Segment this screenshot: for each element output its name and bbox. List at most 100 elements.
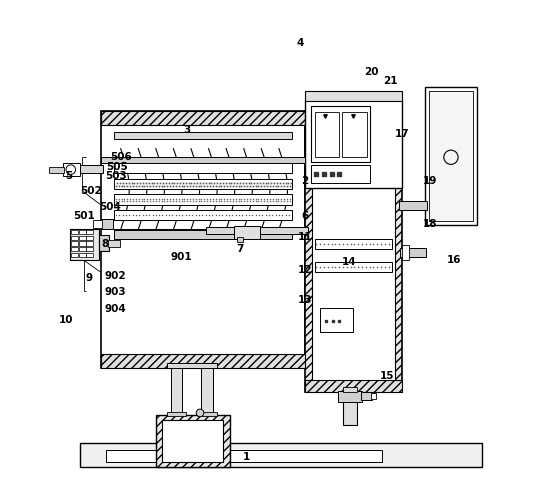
Bar: [167, 362, 216, 368]
Text: 16: 16: [447, 255, 462, 265]
Bar: [114, 132, 292, 139]
Bar: [100, 157, 305, 163]
Bar: [201, 367, 213, 415]
Bar: [315, 262, 392, 272]
Bar: [49, 167, 64, 174]
Bar: [402, 245, 409, 261]
Bar: [114, 229, 292, 237]
Bar: [114, 179, 292, 189]
Text: 501: 501: [73, 211, 95, 221]
Bar: [398, 201, 427, 210]
Text: 1: 1: [243, 452, 250, 462]
Bar: [71, 230, 78, 234]
Bar: [312, 118, 395, 385]
Text: 12: 12: [298, 265, 312, 275]
Text: 903: 903: [104, 287, 126, 297]
Bar: [343, 387, 357, 392]
Bar: [305, 111, 402, 392]
Bar: [100, 111, 305, 368]
Text: 6: 6: [301, 211, 309, 221]
Bar: [71, 236, 78, 240]
Bar: [87, 241, 93, 246]
Bar: [311, 106, 370, 162]
Bar: [234, 226, 260, 239]
Bar: [163, 420, 223, 462]
Text: 7: 7: [236, 244, 243, 254]
Text: 13: 13: [298, 295, 312, 305]
Text: 904: 904: [104, 304, 126, 315]
Bar: [311, 165, 370, 183]
Bar: [339, 391, 362, 402]
Text: 2: 2: [301, 176, 309, 186]
Bar: [79, 236, 85, 240]
Bar: [79, 230, 85, 234]
Bar: [99, 235, 109, 251]
Text: 17: 17: [395, 129, 410, 139]
Bar: [361, 392, 372, 400]
Text: 3: 3: [184, 125, 191, 135]
Bar: [237, 237, 243, 242]
Bar: [71, 253, 78, 257]
Bar: [206, 227, 309, 234]
Bar: [400, 248, 426, 257]
Bar: [114, 209, 292, 220]
Text: 21: 21: [384, 76, 398, 86]
Bar: [343, 391, 357, 425]
Text: 11: 11: [298, 232, 312, 241]
Bar: [167, 412, 186, 416]
Text: 505: 505: [107, 162, 128, 172]
Text: 10: 10: [59, 315, 73, 325]
Text: 18: 18: [422, 219, 437, 229]
Bar: [71, 247, 78, 251]
Bar: [79, 253, 85, 257]
Bar: [305, 91, 402, 101]
Bar: [79, 247, 85, 251]
Bar: [315, 239, 392, 250]
Text: 9: 9: [85, 273, 92, 283]
Text: 19: 19: [422, 176, 437, 186]
Bar: [114, 230, 292, 239]
Bar: [80, 444, 482, 467]
Bar: [108, 240, 120, 247]
Bar: [114, 163, 292, 174]
Text: 15: 15: [380, 371, 394, 381]
Text: 902: 902: [104, 271, 126, 281]
Bar: [305, 100, 402, 188]
Bar: [425, 87, 477, 225]
Bar: [371, 393, 376, 399]
Bar: [63, 163, 80, 176]
Bar: [315, 112, 339, 157]
Text: 504: 504: [99, 202, 121, 212]
Bar: [100, 354, 305, 368]
Bar: [71, 241, 78, 246]
Text: 901: 901: [171, 252, 193, 262]
Bar: [428, 91, 473, 221]
Text: 4: 4: [296, 38, 304, 48]
Text: 506: 506: [110, 152, 132, 162]
Text: 503: 503: [105, 171, 127, 181]
Bar: [342, 112, 367, 157]
Bar: [320, 308, 352, 332]
Circle shape: [196, 409, 204, 417]
Bar: [87, 247, 93, 251]
Bar: [87, 253, 93, 257]
Text: 5: 5: [65, 171, 72, 181]
Bar: [100, 219, 113, 229]
Bar: [87, 236, 93, 240]
Bar: [157, 415, 230, 467]
Text: 14: 14: [341, 257, 356, 267]
Bar: [79, 165, 103, 174]
Bar: [70, 229, 99, 261]
Text: 8: 8: [102, 239, 109, 249]
Bar: [100, 111, 305, 125]
Bar: [107, 450, 382, 462]
Bar: [87, 230, 93, 234]
Bar: [114, 195, 292, 205]
Text: 502: 502: [80, 185, 102, 196]
Bar: [79, 241, 85, 246]
Text: 20: 20: [364, 67, 379, 77]
Bar: [170, 367, 183, 415]
Bar: [93, 220, 102, 228]
Bar: [305, 380, 402, 392]
Bar: [198, 412, 216, 416]
